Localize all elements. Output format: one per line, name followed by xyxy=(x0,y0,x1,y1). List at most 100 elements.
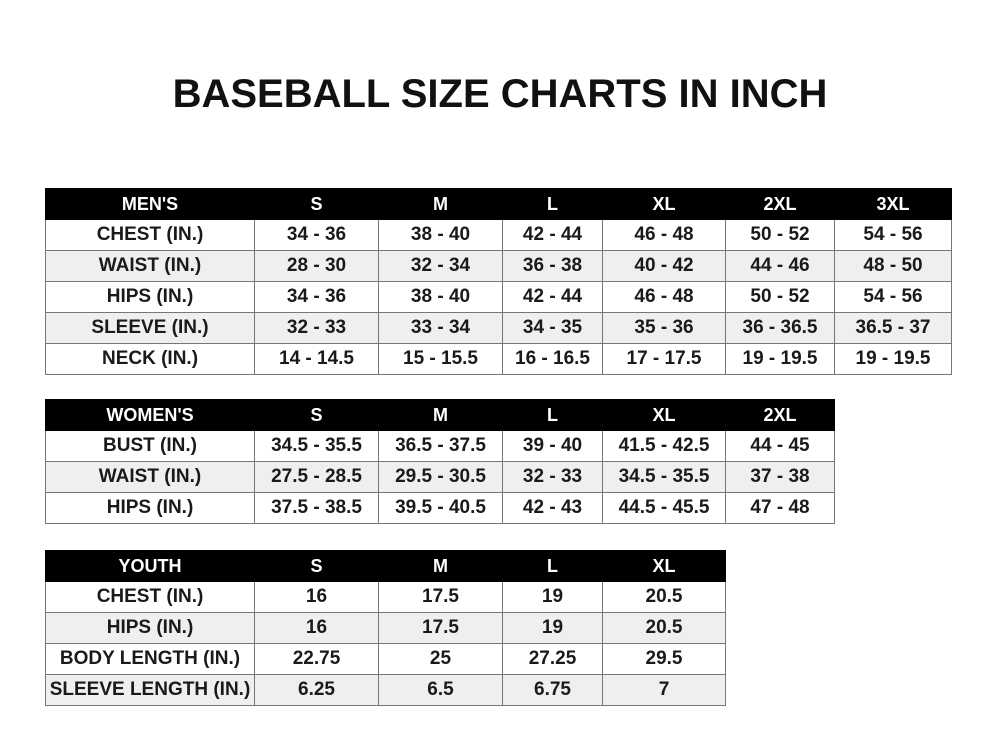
measurement-cell: 44 - 45 xyxy=(725,430,835,462)
measurement-label: HIPS (IN.) xyxy=(45,492,255,524)
measurement-cell: 25 xyxy=(378,643,503,675)
measurement-cell: 6.75 xyxy=(502,674,603,706)
size-header: S xyxy=(254,399,379,431)
measurement-label: NECK (IN.) xyxy=(45,343,255,375)
table-row: SLEEVE (IN.) 32 - 33 33 - 34 34 - 35 35 - 36… xyxy=(45,312,952,344)
womens-size-table: WOMEN'S S M L XL 2XL BUST (IN.) 34.5 - 35.5 36.5… xyxy=(45,399,835,524)
measurement-cell: 38 - 40 xyxy=(378,219,503,251)
measurement-cell: 39 - 40 xyxy=(502,430,603,462)
measurement-cell: 27.5 - 28.5 xyxy=(254,461,379,493)
measurement-cell: 32 - 33 xyxy=(502,461,603,493)
measurement-cell: 46 - 48 xyxy=(602,219,726,251)
measurement-cell: 17.5 xyxy=(378,581,503,613)
measurement-cell: 29.5 - 30.5 xyxy=(378,461,503,493)
measurement-cell: 36 - 36.5 xyxy=(725,312,835,344)
measurement-cell: 40 - 42 xyxy=(602,250,726,282)
measurement-label: SLEEVE LENGTH (IN.) xyxy=(45,674,255,706)
measurement-cell: 54 - 56 xyxy=(834,281,952,313)
measurement-label: WAIST (IN.) xyxy=(45,461,255,493)
measurement-cell: 6.25 xyxy=(254,674,379,706)
table-title: MEN'S xyxy=(45,188,255,220)
measurement-cell: 7 xyxy=(602,674,726,706)
measurement-cell: 48 - 50 xyxy=(834,250,952,282)
header-row: WOMEN'S S M L XL 2XL xyxy=(45,399,835,431)
measurement-cell: 19 - 19.5 xyxy=(834,343,952,375)
size-header: XL xyxy=(602,550,726,582)
size-header: L xyxy=(502,399,603,431)
table-row: HIPS (IN.) 34 - 36 38 - 40 42 - 44 46 - 48 50… xyxy=(45,281,952,313)
size-header: L xyxy=(502,188,603,220)
size-header: L xyxy=(502,550,603,582)
table-row: HIPS (IN.) 37.5 - 38.5 39.5 - 40.5 42 - 43 4… xyxy=(45,492,835,524)
measurement-cell: 17 - 17.5 xyxy=(602,343,726,375)
measurement-label: HIPS (IN.) xyxy=(45,281,255,313)
table-title: WOMEN'S xyxy=(45,399,255,431)
size-header: M xyxy=(378,188,503,220)
table-row: CHEST (IN.) 16 17.5 19 20.5 xyxy=(45,581,726,613)
measurement-cell: 34 - 36 xyxy=(254,281,379,313)
measurement-cell: 42 - 44 xyxy=(502,219,603,251)
size-header: 2XL xyxy=(725,188,835,220)
measurement-cell: 36 - 38 xyxy=(502,250,603,282)
measurement-cell: 32 - 33 xyxy=(254,312,379,344)
measurement-cell: 50 - 52 xyxy=(725,219,835,251)
size-header: M xyxy=(378,550,503,582)
table-row: HIPS (IN.) 16 17.5 19 20.5 xyxy=(45,612,726,644)
measurement-cell: 32 - 34 xyxy=(378,250,503,282)
measurement-cell: 17.5 xyxy=(378,612,503,644)
measurement-cell: 22.75 xyxy=(254,643,379,675)
measurement-cell: 44.5 - 45.5 xyxy=(602,492,726,524)
measurement-cell: 34.5 - 35.5 xyxy=(602,461,726,493)
measurement-cell: 36.5 - 37 xyxy=(834,312,952,344)
measurement-cell: 27.25 xyxy=(502,643,603,675)
measurement-cell: 6.5 xyxy=(378,674,503,706)
table-row: BODY LENGTH (IN.) 22.75 25 27.25 29.5 xyxy=(45,643,726,675)
header-row: MEN'S S M L XL 2XL 3XL xyxy=(45,188,952,220)
measurement-cell: 35 - 36 xyxy=(602,312,726,344)
measurement-cell: 16 xyxy=(254,612,379,644)
size-header: S xyxy=(254,550,379,582)
measurement-cell: 20.5 xyxy=(602,612,726,644)
header-row: YOUTH S M L XL xyxy=(45,550,726,582)
measurement-cell: 34 - 36 xyxy=(254,219,379,251)
measurement-cell: 19 - 19.5 xyxy=(725,343,835,375)
measurement-cell: 29.5 xyxy=(602,643,726,675)
measurement-cell: 16 - 16.5 xyxy=(502,343,603,375)
measurement-cell: 19 xyxy=(502,612,603,644)
measurement-cell: 50 - 52 xyxy=(725,281,835,313)
measurement-cell: 28 - 30 xyxy=(254,250,379,282)
measurement-cell: 15 - 15.5 xyxy=(378,343,503,375)
size-header: 2XL xyxy=(725,399,835,431)
measurement-cell: 42 - 44 xyxy=(502,281,603,313)
size-header: 3XL xyxy=(834,188,952,220)
measurement-label: WAIST (IN.) xyxy=(45,250,255,282)
measurement-label: CHEST (IN.) xyxy=(45,581,255,613)
measurement-cell: 47 - 48 xyxy=(725,492,835,524)
measurement-cell: 16 xyxy=(254,581,379,613)
page-title: BASEBALL SIZE CHARTS IN INCH xyxy=(172,72,828,116)
measurement-cell: 34.5 - 35.5 xyxy=(254,430,379,462)
table-row: WAIST (IN.) 28 - 30 32 - 34 36 - 38 40 - 42 4… xyxy=(45,250,952,282)
measurement-cell: 37.5 - 38.5 xyxy=(254,492,379,524)
table-row: BUST (IN.) 34.5 - 35.5 36.5 - 37.5 39 - 40 4… xyxy=(45,430,835,462)
measurement-cell: 36.5 - 37.5 xyxy=(378,430,503,462)
measurement-cell: 46 - 48 xyxy=(602,281,726,313)
size-header: S xyxy=(254,188,379,220)
measurement-label: BUST (IN.) xyxy=(45,430,255,462)
measurement-label: BODY LENGTH (IN.) xyxy=(45,643,255,675)
measurement-label: SLEEVE (IN.) xyxy=(45,312,255,344)
table-row: SLEEVE LENGTH (IN.) 6.25 6.5 6.75 7 xyxy=(45,674,726,706)
measurement-cell: 39.5 - 40.5 xyxy=(378,492,503,524)
table-row: NECK (IN.) 14 - 14.5 15 - 15.5 16 - 16.5 17 … xyxy=(45,343,952,375)
measurement-cell: 20.5 xyxy=(602,581,726,613)
measurement-label: HIPS (IN.) xyxy=(45,612,255,644)
measurement-cell: 44 - 46 xyxy=(725,250,835,282)
size-header: XL xyxy=(602,399,726,431)
measurement-cell: 33 - 34 xyxy=(378,312,503,344)
measurement-cell: 34 - 35 xyxy=(502,312,603,344)
table-row: CHEST (IN.) 34 - 36 38 - 40 42 - 44 46 - 48 5… xyxy=(45,219,952,251)
measurement-cell: 54 - 56 xyxy=(834,219,952,251)
size-header: XL xyxy=(602,188,726,220)
measurement-cell: 37 - 38 xyxy=(725,461,835,493)
table-title: YOUTH xyxy=(45,550,255,582)
